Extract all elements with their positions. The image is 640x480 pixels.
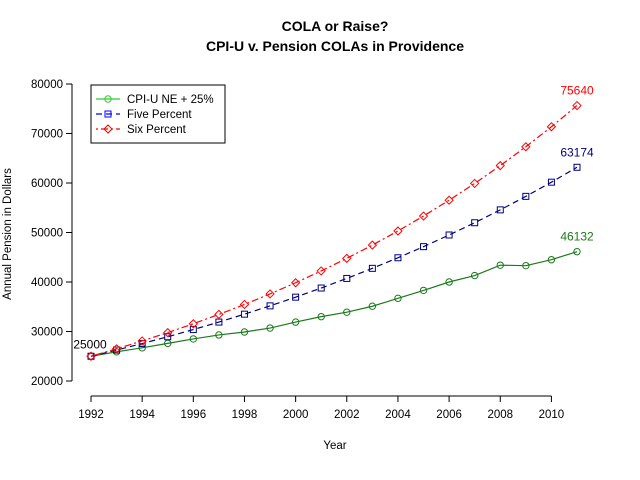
data-point	[189, 335, 198, 343]
x-tick-label: 2006	[436, 409, 462, 421]
series-line	[90, 105, 578, 357]
data-point	[137, 336, 147, 346]
series-line	[90, 251, 578, 357]
plot-area	[86, 100, 582, 361]
end-value-label: 63174	[560, 145, 594, 159]
data-point	[469, 178, 480, 189]
y-tick-label: 70000	[31, 129, 63, 141]
x-tick-label: 2008	[487, 409, 513, 421]
y-tick-label: 40000	[31, 277, 63, 289]
legend-label: Five Percent	[127, 109, 192, 121]
data-point	[471, 219, 479, 227]
data-point	[317, 284, 325, 292]
data-point	[572, 100, 582, 111]
data-point	[546, 122, 557, 132]
x-tick-label: 2002	[334, 409, 360, 421]
data-point	[265, 289, 275, 299]
data-point	[573, 247, 581, 256]
x-axis-title: Year	[323, 440, 346, 452]
data-point	[368, 264, 376, 272]
data-point	[547, 256, 556, 264]
data-point	[445, 278, 453, 286]
series-diamond	[86, 100, 582, 361]
data-point	[317, 312, 325, 321]
data-point	[86, 351, 96, 361]
data-point	[367, 240, 378, 250]
data-point	[495, 160, 505, 171]
data-point	[419, 286, 428, 295]
chart-title: COLA or Raise?	[282, 18, 389, 34]
legend-marker	[104, 95, 112, 103]
data-point	[522, 261, 530, 270]
data-point	[189, 326, 197, 334]
data-point	[239, 299, 250, 310]
legend: CPI-U NE + 25% Five Percent Six Percent	[90, 84, 226, 144]
series-square	[87, 163, 581, 360]
x-tick-label: 2010	[539, 409, 565, 421]
series-line	[90, 166, 578, 357]
start-value-label: 25000	[73, 337, 107, 351]
y-tick-label: 80000	[31, 79, 63, 91]
legend-marker	[103, 124, 113, 134]
y-tick-label: 20000	[31, 376, 63, 388]
chart-subtitle: CPI-U v. Pension COLAs in Providence	[206, 38, 464, 54]
data-point	[214, 309, 224, 320]
data-point	[521, 142, 531, 152]
data-point	[418, 211, 429, 221]
data-point	[342, 253, 352, 264]
axes: 1992 1994 1996 1998 2000 2002 2004 2006 2008 2010…	[31, 79, 564, 421]
data-point	[522, 192, 530, 200]
data-point	[215, 331, 223, 339]
data-point	[547, 178, 555, 186]
data-point	[292, 293, 300, 301]
y-tick-label: 30000	[31, 327, 63, 339]
data-point	[163, 327, 173, 338]
y-tick-label: 50000	[31, 228, 63, 240]
x-tick-label: 2000	[283, 409, 309, 421]
data-point	[445, 231, 453, 239]
y-tick-label: 60000	[31, 178, 63, 190]
data-point	[343, 308, 351, 316]
data-point	[188, 319, 199, 329]
x-tick-label: 2004	[385, 409, 411, 421]
data-point	[266, 324, 274, 332]
legend-label: CPI-U NE + 25%	[127, 94, 214, 106]
data-point	[240, 310, 248, 318]
data-point	[291, 318, 300, 326]
data-point	[573, 163, 581, 171]
data-point	[394, 294, 402, 303]
data-point	[240, 328, 249, 336]
data-point	[164, 333, 172, 341]
data-point	[444, 195, 454, 205]
data-point	[290, 278, 301, 288]
data-point	[111, 344, 122, 354]
data-point	[266, 302, 274, 310]
data-point	[343, 274, 351, 282]
series-circle	[87, 247, 581, 360]
x-tick-label: 1992	[78, 409, 104, 421]
legend-box	[90, 84, 226, 144]
legend-label: Six Percent	[127, 124, 187, 136]
y-axis-title: Annual Pension in Dollars	[2, 168, 14, 300]
data-point	[87, 352, 95, 360]
end-value-label: 46132	[560, 230, 594, 244]
data-point	[496, 206, 504, 214]
data-point	[470, 271, 479, 280]
x-tick-label: 1994	[129, 409, 155, 421]
end-value-label: 75640	[560, 84, 594, 98]
legend-marker	[104, 110, 112, 118]
data-point	[496, 261, 504, 269]
data-labels: 46132 63174 75640 25000	[73, 84, 594, 352]
data-point	[316, 266, 326, 276]
x-tick-label: 1996	[181, 409, 207, 421]
x-tick-label: 1998	[232, 409, 258, 421]
data-point	[420, 243, 428, 251]
data-point	[368, 302, 377, 310]
data-point	[394, 254, 402, 262]
data-point	[393, 226, 403, 236]
